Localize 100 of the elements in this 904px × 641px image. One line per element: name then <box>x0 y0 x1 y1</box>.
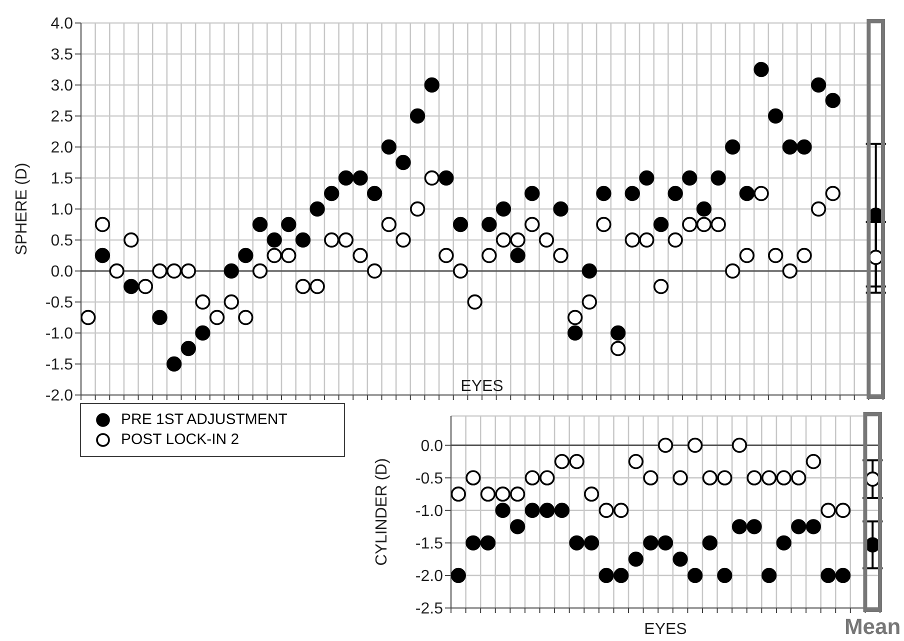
point <box>152 310 168 326</box>
point <box>568 325 583 341</box>
point <box>768 248 784 264</box>
point <box>295 232 311 248</box>
point <box>768 108 784 124</box>
legend-label: PRE 1ST ADJUSTMENT <box>121 410 288 430</box>
x-axis-title: EYES <box>644 621 687 638</box>
point <box>702 535 718 550</box>
point <box>717 470 732 486</box>
point <box>668 186 683 202</box>
point <box>124 232 139 248</box>
point <box>739 186 755 202</box>
point <box>835 568 851 584</box>
point <box>510 248 526 264</box>
point <box>761 470 777 486</box>
point <box>643 535 658 550</box>
point <box>224 294 239 310</box>
y-tick-label: -1.5 <box>45 356 74 374</box>
point <box>540 470 555 486</box>
point <box>554 454 570 470</box>
point <box>658 535 674 550</box>
y-tick-label: -1.5 <box>415 536 444 553</box>
point <box>776 470 792 486</box>
point <box>410 108 426 124</box>
point <box>496 201 512 217</box>
point <box>782 139 798 155</box>
y-tick-label: -2.0 <box>45 388 74 405</box>
point <box>81 310 96 326</box>
point <box>495 502 510 518</box>
point <box>538 232 554 248</box>
point <box>639 170 654 186</box>
point <box>806 519 822 534</box>
point <box>628 552 644 567</box>
point <box>252 216 268 232</box>
point <box>281 248 296 264</box>
point <box>710 216 726 232</box>
point <box>338 170 354 186</box>
point <box>569 454 584 470</box>
y-tick-label: -1.0 <box>45 326 74 343</box>
point <box>467 294 482 310</box>
point <box>761 568 777 584</box>
y-tick-label: 0.5 <box>50 232 74 250</box>
point <box>688 568 703 584</box>
point <box>510 519 526 534</box>
point <box>482 216 497 232</box>
point <box>582 263 597 279</box>
y-tick-label: 4.0 <box>50 16 74 33</box>
point <box>553 201 568 217</box>
point <box>791 470 806 486</box>
point <box>668 232 683 248</box>
point <box>796 248 812 264</box>
point <box>806 454 822 470</box>
point <box>746 470 762 486</box>
point <box>124 278 139 294</box>
point <box>624 186 640 202</box>
point <box>835 502 851 518</box>
point <box>180 263 196 279</box>
point <box>238 310 254 326</box>
point <box>732 438 748 453</box>
point <box>610 340 626 356</box>
point <box>569 535 584 550</box>
point <box>109 263 124 279</box>
point <box>717 568 732 584</box>
point <box>324 186 340 202</box>
point <box>166 356 182 372</box>
point <box>252 263 268 279</box>
point <box>367 186 382 202</box>
text: Mean <box>843 614 902 640</box>
point <box>281 216 296 232</box>
point <box>195 325 210 341</box>
point <box>598 568 614 584</box>
y-tick-label: 2.0 <box>50 140 74 157</box>
point <box>524 186 540 202</box>
point <box>825 92 840 108</box>
point <box>810 77 826 93</box>
point <box>195 294 210 310</box>
point <box>524 502 540 518</box>
point <box>396 232 411 248</box>
point <box>614 502 629 518</box>
point <box>396 154 411 170</box>
point <box>796 139 812 155</box>
point <box>725 139 740 155</box>
point <box>180 340 196 356</box>
point <box>480 486 496 502</box>
point <box>524 470 540 486</box>
point <box>367 263 382 279</box>
y-tick-label: 3.5 <box>50 46 74 64</box>
point <box>598 502 614 518</box>
point <box>582 294 597 310</box>
point <box>639 232 654 248</box>
y-tick-label: 3.0 <box>50 78 74 95</box>
y-tick-label: -2.5 <box>415 600 444 618</box>
point <box>266 232 282 248</box>
y-tick-label: 0.0 <box>420 438 444 455</box>
point <box>672 552 688 567</box>
point <box>568 310 583 326</box>
point <box>466 535 481 550</box>
y-tick-label: -0.5 <box>415 470 444 488</box>
point <box>820 502 836 518</box>
point <box>295 278 311 294</box>
